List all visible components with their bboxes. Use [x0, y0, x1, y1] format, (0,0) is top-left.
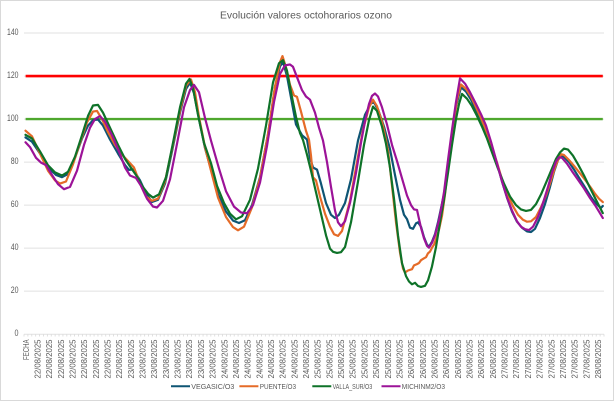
- svg-text:22/08/2025: 22/08/2025: [80, 339, 89, 379]
- svg-text:25/08/2025: 25/08/2025: [337, 339, 346, 379]
- svg-text:22/08/2025: 22/08/2025: [68, 339, 77, 379]
- svg-text:22/08/2025: 22/08/2025: [115, 339, 124, 379]
- svg-text:27/08/2025: 27/08/2025: [524, 339, 533, 379]
- svg-text:24/08/2025: 24/08/2025: [279, 339, 288, 379]
- svg-text:0: 0: [15, 328, 19, 338]
- svg-text:27/08/2025: 27/08/2025: [536, 339, 545, 379]
- svg-text:Evolución valores octohorarios: Evolución valores octohorarios ozono: [220, 10, 392, 22]
- svg-text:23/08/2025: 23/08/2025: [209, 339, 218, 379]
- svg-text:25/08/2025: 25/08/2025: [395, 339, 404, 379]
- svg-text:FECHA: FECHA: [22, 339, 31, 360]
- svg-text:MICHINM2/O3: MICHINM2/O3: [402, 382, 445, 391]
- svg-text:25/08/2025: 25/08/2025: [384, 339, 393, 379]
- svg-text:27/08/2025: 27/08/2025: [559, 339, 568, 379]
- svg-text:VEGASIC/O3: VEGASIC/O3: [191, 382, 234, 391]
- svg-text:23/08/2025: 23/08/2025: [162, 339, 171, 379]
- svg-text:23/08/2025: 23/08/2025: [150, 339, 159, 379]
- svg-text:26/08/2025: 26/08/2025: [454, 339, 463, 379]
- svg-text:27/08/2025: 27/08/2025: [501, 339, 510, 379]
- svg-text:26/08/2025: 26/08/2025: [489, 339, 498, 379]
- svg-text:25/08/2025: 25/08/2025: [314, 339, 323, 379]
- svg-text:23/08/2025: 23/08/2025: [139, 339, 148, 379]
- svg-text:20: 20: [11, 285, 19, 295]
- svg-text:120: 120: [7, 70, 19, 80]
- svg-text:80: 80: [11, 156, 19, 166]
- svg-text:24/08/2025: 24/08/2025: [244, 339, 253, 379]
- svg-text:25/08/2025: 25/08/2025: [372, 339, 381, 379]
- svg-text:24/08/2025: 24/08/2025: [267, 339, 276, 379]
- svg-text:26/08/2025: 26/08/2025: [477, 339, 486, 379]
- svg-text:27/08/2025: 27/08/2025: [547, 339, 556, 379]
- svg-text:24/08/2025: 24/08/2025: [302, 339, 311, 379]
- svg-text:PUENTE/O3: PUENTE/O3: [260, 382, 296, 391]
- svg-text:140: 140: [7, 27, 19, 37]
- svg-text:26/08/2025: 26/08/2025: [419, 339, 428, 379]
- svg-text:26/08/2025: 26/08/2025: [466, 339, 475, 379]
- svg-text:22/08/2025: 22/08/2025: [57, 339, 66, 379]
- svg-text:23/08/2025: 23/08/2025: [185, 339, 194, 379]
- svg-text:28/08/2025: 28/08/2025: [594, 339, 603, 379]
- svg-text:27/08/2025: 27/08/2025: [582, 339, 591, 379]
- svg-text:26/08/2025: 26/08/2025: [407, 339, 416, 379]
- svg-text:22/08/2025: 22/08/2025: [45, 339, 54, 379]
- svg-text:25/08/2025: 25/08/2025: [360, 339, 369, 379]
- svg-text:22/08/2025: 22/08/2025: [92, 339, 101, 379]
- svg-text:23/08/2025: 23/08/2025: [127, 339, 136, 379]
- svg-text:22/08/2025: 22/08/2025: [103, 339, 112, 379]
- svg-text:26/08/2025: 26/08/2025: [442, 339, 451, 379]
- svg-text:24/08/2025: 24/08/2025: [290, 339, 299, 379]
- svg-text:24/08/2025: 24/08/2025: [232, 339, 241, 379]
- svg-text:25/08/2025: 25/08/2025: [349, 339, 358, 379]
- svg-text:24/08/2025: 24/08/2025: [220, 339, 229, 379]
- svg-text:22/08/2025: 22/08/2025: [33, 339, 42, 379]
- svg-text:23/08/2025: 23/08/2025: [174, 339, 183, 379]
- svg-text:24/08/2025: 24/08/2025: [255, 339, 264, 379]
- svg-text:100: 100: [7, 113, 19, 123]
- svg-text:27/08/2025: 27/08/2025: [571, 339, 580, 379]
- svg-text:VALLA_SUR/O3: VALLA_SUR/O3: [333, 382, 373, 391]
- svg-text:27/08/2025: 27/08/2025: [512, 339, 521, 379]
- svg-text:26/08/2025: 26/08/2025: [430, 339, 439, 379]
- svg-text:60: 60: [11, 199, 19, 209]
- svg-text:25/08/2025: 25/08/2025: [325, 339, 334, 379]
- svg-text:23/08/2025: 23/08/2025: [197, 339, 206, 379]
- svg-text:40: 40: [11, 242, 19, 252]
